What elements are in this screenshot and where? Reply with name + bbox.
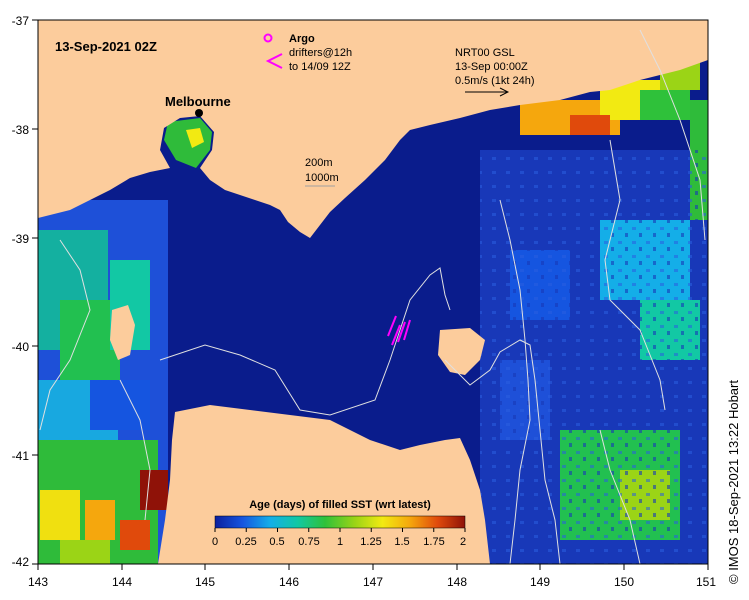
colorbar-tick-label: 0.25 xyxy=(235,536,256,548)
colorbar-tick-label: 1 xyxy=(337,536,343,548)
x-tick-label: 148 xyxy=(447,575,467,589)
argo-label: Argo xyxy=(289,33,315,45)
y-tick-label: -39 xyxy=(12,232,30,246)
eastern-sst-patches xyxy=(480,100,708,564)
current-scale-label: 0.5m/s (1kt 24h) xyxy=(455,75,534,87)
drifters-label-line1: drifters@12h xyxy=(289,47,352,59)
colorbar-tick-label: 2 xyxy=(460,536,466,548)
depth-contours xyxy=(39,29,706,564)
drifter-tracks xyxy=(387,315,411,346)
x-tick-label: 146 xyxy=(279,575,299,589)
northeast-sst-band xyxy=(520,60,700,135)
colorbar-tick-label: 0.5 xyxy=(269,536,284,548)
x-tick-label: 151 xyxy=(696,575,716,589)
x-tick-label: 145 xyxy=(195,575,215,589)
colorbar-title: Age (days) of filled SST (wrt latest) xyxy=(249,499,431,511)
y-tick-label: -37 xyxy=(12,14,30,28)
drifters-label-line2: to 14/09 12Z xyxy=(289,61,351,73)
colorbar-tick-label: 1.75 xyxy=(423,536,444,548)
current-scale-arrow-icon xyxy=(465,87,510,97)
current-source-label: NRT00 GSL xyxy=(455,47,515,59)
colorbar-tick-label: 1.5 xyxy=(394,536,409,548)
colorbar-tick-label: 0 xyxy=(212,536,218,548)
argo-symbol-icon xyxy=(263,33,273,43)
western-sst-patches xyxy=(38,200,168,564)
x-tick-label: 150 xyxy=(614,575,634,589)
x-tick-label: 147 xyxy=(363,575,383,589)
depth-legend-1000m: 1000m xyxy=(305,172,339,184)
land-flinders-island xyxy=(438,328,485,375)
depth-legend-200m: 200m xyxy=(305,157,333,169)
colorbar-ticks xyxy=(214,528,466,532)
land-king-island xyxy=(110,305,135,360)
imos-credit: © IMOS 18-Sep-2021 13:22 Hobart xyxy=(726,380,741,584)
y-tick-label: -41 xyxy=(12,449,30,463)
land-victoria xyxy=(38,20,708,238)
drifter-symbol-icon xyxy=(265,53,283,69)
colorbar: Age (days) of filled SST (wrt latest) 0 … xyxy=(212,499,466,548)
x-tick-label: 149 xyxy=(530,575,550,589)
axis-ticks xyxy=(32,19,709,570)
y-tick-label: -42 xyxy=(12,555,30,569)
colorbar-tick-label: 1.25 xyxy=(360,536,381,548)
y-tick-label: -40 xyxy=(12,340,30,354)
colorbar-tick-label: 0.75 xyxy=(298,536,319,548)
x-tick-label: 144 xyxy=(112,575,132,589)
y-tick-label: -38 xyxy=(12,123,30,137)
melbourne-marker xyxy=(195,109,203,117)
melbourne-label: Melbourne xyxy=(165,94,231,109)
current-time-label: 13-Sep 00:00Z xyxy=(455,61,528,73)
x-tick-label: 143 xyxy=(28,575,48,589)
colorbar-gradient xyxy=(214,515,466,529)
map-date-label: 13-Sep-2021 02Z xyxy=(55,39,157,54)
